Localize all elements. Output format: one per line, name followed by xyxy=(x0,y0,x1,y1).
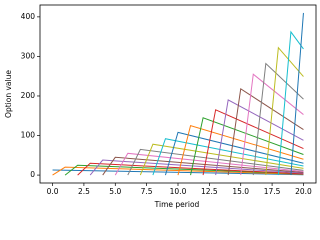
x-tick-label: 15.0 xyxy=(232,187,249,196)
line xyxy=(277,30,304,176)
line xyxy=(114,152,304,176)
y-tick-label: 400 xyxy=(21,12,36,21)
line xyxy=(102,156,304,176)
x-tick-label: 5.0 xyxy=(109,187,121,196)
line xyxy=(252,62,304,176)
line xyxy=(127,148,304,176)
line xyxy=(52,166,304,176)
y-tick-label: 200 xyxy=(21,91,36,100)
x-tick-label: 12.5 xyxy=(201,187,218,196)
line xyxy=(190,117,304,176)
line xyxy=(227,88,304,176)
x-tick-label: 10.0 xyxy=(170,187,187,196)
plot-frame xyxy=(39,4,317,184)
line xyxy=(152,138,304,176)
line xyxy=(290,12,304,176)
y-axis-label: Option value xyxy=(4,70,13,118)
line xyxy=(164,131,304,176)
x-tick-label: 0.0 xyxy=(47,187,59,196)
x-tick-label: 7.5 xyxy=(141,187,153,196)
x-tick-label: 17.5 xyxy=(264,187,281,196)
y-tick-label: 300 xyxy=(21,51,36,60)
line xyxy=(177,125,304,176)
chart: Time period Option value 0.0 2.5 5.0 7.5 10.… xyxy=(4,4,317,209)
line xyxy=(77,162,304,176)
line xyxy=(240,73,304,176)
line xyxy=(202,109,304,176)
line xyxy=(89,159,304,176)
x-axis-label: Time period xyxy=(154,200,200,209)
line xyxy=(265,46,304,176)
line xyxy=(215,99,304,176)
line xyxy=(64,164,304,176)
line xyxy=(139,143,304,176)
y-tick-label: 100 xyxy=(21,131,36,140)
y-tick-label: 0 xyxy=(30,170,35,179)
x-tick-label: 2.5 xyxy=(78,187,90,196)
x-tick-label: 20.0 xyxy=(295,187,312,196)
